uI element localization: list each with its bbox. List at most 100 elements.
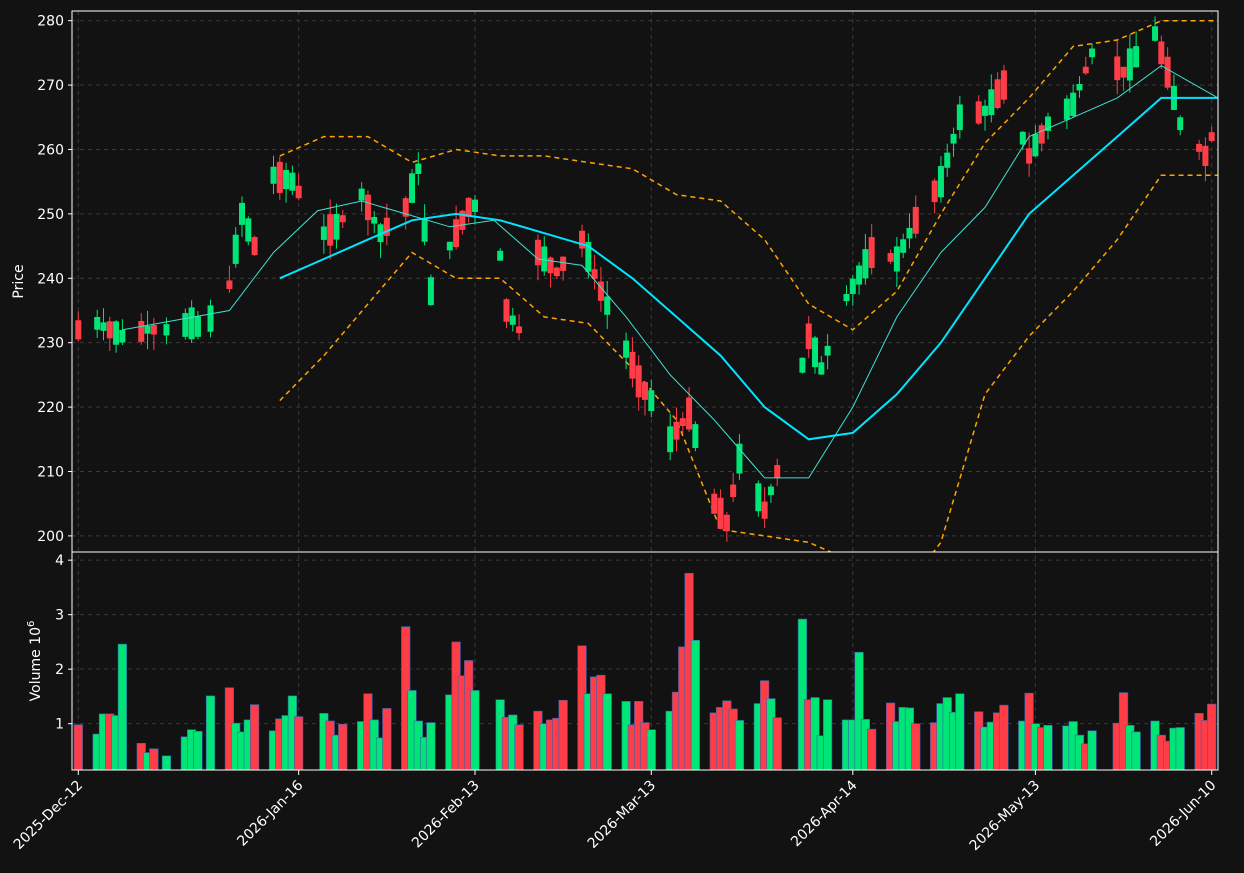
candle-body [100, 322, 107, 331]
candle-body [1120, 66, 1127, 78]
candle-body [188, 307, 195, 340]
candle-body [1000, 70, 1007, 100]
moving-averages [122, 65, 1218, 479]
candle-body [194, 316, 201, 337]
candle-body [1196, 143, 1203, 152]
volume-bar [205, 695, 216, 771]
volume-bar [867, 728, 877, 771]
candle-body [849, 278, 856, 294]
bands-layer [279, 19, 1218, 552]
volume-axes-frame [71, 551, 1219, 771]
volume-bar [382, 708, 392, 771]
price-tick-label: 250 [37, 207, 64, 223]
candle-body [276, 161, 283, 193]
candle-body [459, 210, 466, 230]
candle-body [767, 486, 774, 496]
candle-body [1032, 134, 1039, 157]
price-tick-label: 280 [37, 14, 64, 30]
price-tick-label: 240 [37, 271, 64, 287]
candle-body [547, 257, 554, 274]
price-tick-label: 230 [37, 336, 64, 352]
candle-body [679, 418, 686, 427]
candle-body [642, 382, 648, 400]
volume-bar [149, 748, 159, 771]
candle-body [182, 313, 189, 337]
candle-body [364, 194, 371, 221]
candle-body [251, 237, 258, 256]
volume-bar [470, 690, 480, 771]
candle-body [686, 397, 693, 430]
volume-bar [1175, 727, 1185, 771]
price-tick-label: 220 [37, 400, 64, 416]
candle-body [1019, 131, 1026, 145]
candle-body [824, 345, 831, 356]
candle-body [730, 484, 737, 498]
candle-body [912, 206, 919, 234]
candle-body [755, 483, 762, 512]
volume-tick-label: 3 [55, 608, 64, 624]
band-upper-line [279, 19, 1218, 331]
candle-body [944, 152, 951, 168]
candle-body [75, 320, 82, 340]
candle-body [982, 105, 989, 116]
candle-body [289, 172, 296, 191]
candle-body [887, 253, 894, 262]
candle-body [988, 89, 995, 116]
candle-body [629, 351, 636, 379]
candle-body [862, 249, 869, 279]
candle-body [553, 267, 560, 277]
candle-body [635, 365, 642, 398]
candle-body [383, 217, 390, 236]
candle-body [648, 390, 655, 412]
volume-bar [1043, 725, 1053, 771]
volume-bar [1131, 731, 1141, 771]
candle-body [692, 424, 699, 449]
candle-body [1164, 56, 1171, 88]
volume-bar [338, 723, 348, 771]
candles [75, 16, 1215, 542]
volume-bar [161, 755, 172, 771]
volume-bar [193, 731, 203, 771]
volume-bar [734, 720, 745, 771]
price-tick-label: 200 [37, 529, 64, 545]
sma-short-line [122, 65, 1218, 479]
candle-body [761, 501, 768, 519]
volume-bar [602, 693, 612, 771]
candle-body [1114, 56, 1121, 81]
candle-body [409, 173, 416, 203]
volume-bar [1207, 703, 1217, 771]
candle-body [371, 217, 378, 224]
price-tick-label: 260 [37, 142, 64, 158]
candle-body [1152, 26, 1159, 41]
candle-body [717, 497, 724, 529]
volume-bar [772, 717, 782, 771]
candle-body [723, 514, 730, 532]
price-tick-label: 210 [37, 464, 64, 480]
candle-body [893, 246, 900, 272]
volume-axis-title-text: Volume 10 [28, 627, 44, 701]
volume-tick-label: 2 [55, 662, 64, 678]
candle-body [1126, 48, 1133, 81]
candle-body [327, 214, 334, 246]
candle-body [1070, 92, 1077, 117]
candle-body [1063, 98, 1070, 120]
volume-bar [117, 643, 127, 771]
candle-body [673, 421, 680, 440]
candle-body [1202, 145, 1209, 166]
volume-bar [823, 699, 833, 771]
volume-bar [955, 693, 965, 771]
volume-bar [426, 722, 436, 771]
volume-bar [646, 729, 656, 771]
candle-body [1208, 132, 1215, 141]
candle-body [1076, 83, 1083, 91]
candle-body [497, 250, 504, 261]
volume-bar [558, 699, 568, 771]
volume-tick-label: 4 [55, 553, 64, 569]
candle-body [1082, 66, 1089, 74]
price-axis-title: Price [11, 264, 27, 298]
price-tick-label: 270 [37, 78, 64, 94]
candle-body [1158, 41, 1165, 65]
candle-body [207, 305, 214, 332]
candle-body [1177, 117, 1184, 131]
